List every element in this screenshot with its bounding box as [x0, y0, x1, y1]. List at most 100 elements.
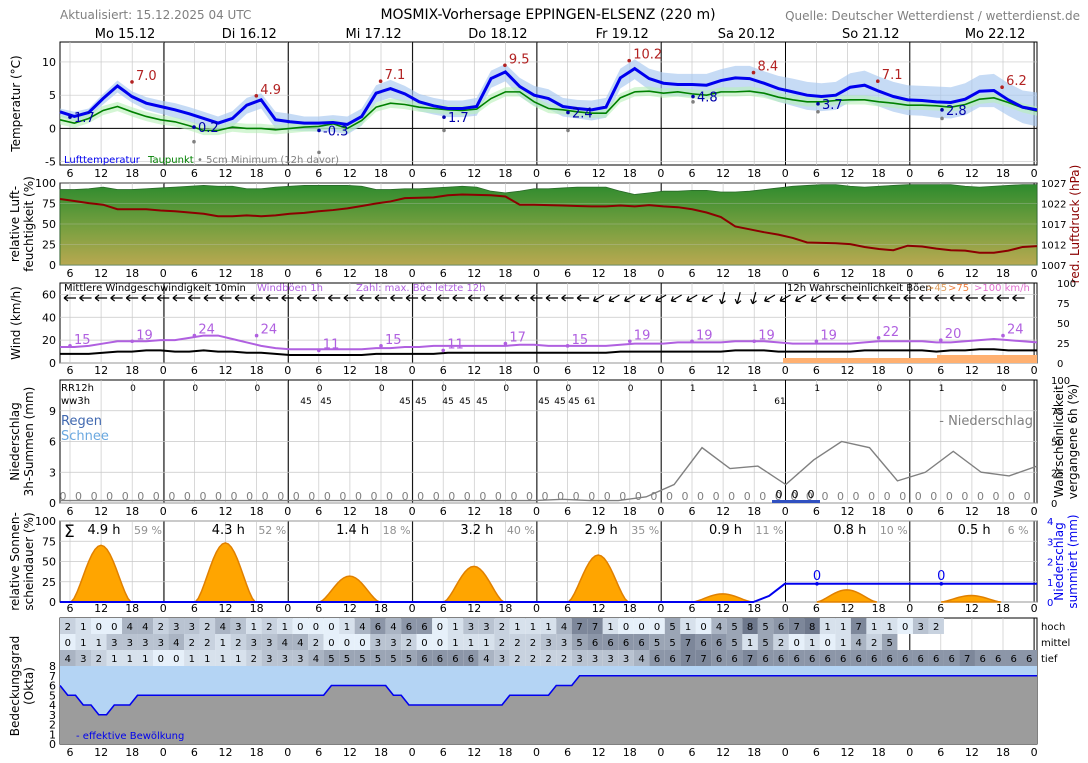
wind-arrow-shape [779, 294, 791, 303]
hour-tick: 12 [841, 167, 855, 180]
max-gust-marker [192, 333, 197, 338]
precip-3h-label: 0 [153, 490, 160, 503]
cloud-cell-hoch [928, 618, 944, 634]
cloud-value-mittel: 3 [390, 638, 396, 649]
precip-bar-label: 0 [792, 488, 799, 501]
hour-tick: 12 [219, 364, 233, 377]
cloud-cell-tief [711, 650, 727, 666]
precip-3h-label: 0 [1024, 490, 1031, 503]
wind-arrow-shape [965, 294, 978, 302]
hour-tick: 6 [564, 167, 571, 180]
cloud-cell-hoch [804, 618, 820, 634]
hour-tick: 12 [965, 746, 979, 759]
max-gust-marker [565, 344, 570, 348]
hour-tick: 6 [689, 746, 696, 759]
hour-tick: 6 [937, 364, 944, 377]
legend-precip-prob: - Niederschlag [939, 414, 1033, 429]
wind-arrow [234, 294, 248, 302]
precip-3h-label: 0 [961, 490, 968, 503]
cloud-value-hoch: 3 [189, 622, 195, 633]
precip-3h-label: 0 [371, 490, 378, 503]
sun-percent-label: 11 % [756, 524, 784, 537]
wind-arrow-shape [250, 294, 263, 302]
wind-arrow [856, 294, 870, 302]
cloud-cell-hoch [649, 618, 665, 634]
wind-arrow-shape [327, 294, 341, 302]
min-marker [691, 94, 695, 99]
okta-ytick: 1 [49, 728, 56, 741]
cloud-value-tief: 4 [638, 654, 644, 665]
cloud-cell-tief [912, 650, 929, 666]
wind-ylabel-line: Wind (km/h) [9, 286, 23, 360]
cloud-cell-hoch [680, 618, 696, 634]
wind-arrow [296, 294, 310, 302]
hour-tick: 18 [872, 364, 886, 377]
cloud-value-mittel: 2 [313, 638, 319, 649]
cloud-value-hoch: 4 [359, 622, 365, 633]
cloud-value-mittel: 6 [638, 638, 644, 649]
cloud-value-hoch: 3 [918, 622, 924, 633]
precip-3h-label: 0 [479, 490, 486, 503]
min-label: 2.8 [946, 104, 967, 119]
hour-tick: 12 [716, 167, 730, 180]
cloud-value-mittel: 3 [158, 638, 164, 649]
hour-tick: 18 [250, 602, 264, 615]
hour-tick: 12 [965, 167, 979, 180]
cloud-value-mittel: 4 [297, 638, 303, 649]
wind-arrow [934, 294, 947, 302]
cloud-value-hoch: 0 [96, 622, 102, 633]
hour-tick: 18 [872, 505, 886, 518]
cloud-value-hoch: 1 [886, 622, 892, 633]
hour-tick: 6 [564, 505, 571, 518]
precip-ylabel: Niederschlag 3h-Summen (mm) [8, 387, 36, 497]
cloud-value-hoch: 4 [390, 622, 396, 633]
wind-arrow-shape [219, 294, 232, 302]
cloud-cell-hoch [602, 618, 619, 634]
hour-tick: 6 [67, 267, 74, 280]
wind-arrow-shape [639, 294, 651, 303]
wind-arrow-shape [436, 294, 450, 302]
hour-tick: 12 [94, 602, 108, 615]
humidity-area [59, 184, 1038, 266]
soil-min-marker [317, 150, 321, 155]
cloud-cell-hoch [354, 618, 371, 634]
cloud-cell-hoch [463, 618, 479, 634]
hour-tick: 18 [125, 267, 139, 280]
wind-arrow [670, 294, 682, 303]
hour-tick: 18 [250, 364, 264, 377]
wind-arrow-shape [172, 294, 185, 302]
sunshine-area [566, 554, 631, 603]
wind-arrow [795, 294, 807, 303]
pressure-ytick: 1022 [1041, 200, 1066, 211]
wind-arrow [734, 292, 742, 305]
rr12h-value: 0 [566, 384, 572, 394]
max-gust-label: 24 [261, 323, 278, 338]
wind-arrow-shape [750, 292, 757, 305]
sun-hours-label: 0.8 h [833, 523, 866, 538]
hour-tick: 18 [872, 167, 886, 180]
cloud-cell-mittel [478, 634, 495, 650]
gust-prob-ytick: 0 [1057, 359, 1063, 370]
cloud-cell-tief [850, 650, 867, 666]
cloud-level-label: hoch [1041, 622, 1065, 633]
hour-tick: 6 [564, 602, 571, 615]
chart-content: Mo 15.12 Di 16.12 Mi 17.12 Do 18.12 Fr 19.12… [8, 27, 1082, 759]
hour-tick: 0 [284, 746, 291, 759]
precip-3h-label: 0 [262, 490, 269, 503]
precip-ytick: 3 [49, 466, 56, 479]
cloud-cell-mittel [323, 634, 340, 650]
hour-tick: 12 [716, 267, 730, 280]
pressure-ylabel: red. Luftdruck (hPa) [1068, 165, 1082, 284]
cloud-value-mittel: 2 [530, 638, 536, 649]
cloud-cell-hoch [757, 618, 774, 634]
precip-3h-label: 0 [355, 490, 362, 503]
wind-arrow-shape [530, 294, 543, 302]
wind-arrow [949, 294, 963, 302]
cloud-value-tief: 3 [80, 654, 86, 665]
min-label: 0.2 [198, 121, 219, 136]
cloud-cell-tief [664, 650, 681, 666]
cloud-value-hoch: 3 [173, 622, 179, 633]
precip-prob-line [60, 440, 1038, 502]
ww3h-value: 45 [320, 397, 331, 407]
cloud-cell-hoch [447, 618, 464, 634]
